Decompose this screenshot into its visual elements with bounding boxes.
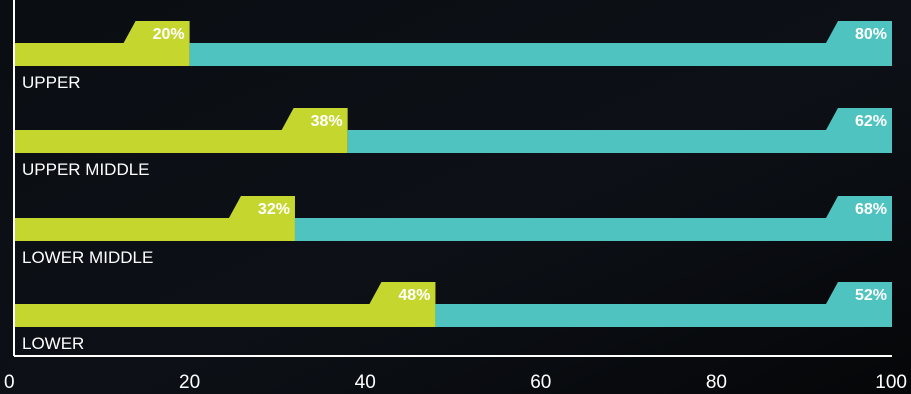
value-label-2-series-1: 68% xyxy=(855,201,887,218)
value-tab-3-series-1 xyxy=(826,282,892,304)
bar-2-series-0 xyxy=(14,218,295,241)
bar-3-series-0 xyxy=(14,304,436,327)
x-tick-label-80: 80 xyxy=(706,372,727,393)
bar-2-series-1 xyxy=(294,218,893,241)
x-axis-ticks: 0 20 40 60 80 100 xyxy=(4,372,907,393)
value-label-2-series-0: 32% xyxy=(258,201,290,218)
value-label-0-series-0: 20% xyxy=(153,26,185,43)
category-label-2: LOWER MIDDLE xyxy=(22,248,153,267)
bar-1-series-1 xyxy=(347,130,892,153)
bar-0-series-0 xyxy=(14,43,190,66)
value-tab-0-series-0 xyxy=(123,21,190,43)
value-label-0-series-1: 80% xyxy=(855,26,887,43)
value-label-1-series-1: 62% xyxy=(855,113,887,130)
bar-1-series-0 xyxy=(14,130,348,153)
x-tick-label-0: 0 xyxy=(4,372,15,393)
value-tab-1-series-1 xyxy=(826,108,892,130)
category-label-0: UPPER xyxy=(22,73,81,92)
value-label-3-series-1: 52% xyxy=(855,287,887,304)
bars-group: 20% 80% UPPER 38% 62% UPPER MIDDLE 32% 68% LOWER… xyxy=(14,21,893,353)
value-label-3-series-0: 48% xyxy=(398,287,430,304)
bar-3-series-1 xyxy=(435,304,892,327)
value-tab-2-series-1 xyxy=(826,196,892,218)
value-tab-3-series-0 xyxy=(369,282,436,304)
x-tick-label-20: 20 xyxy=(179,372,200,393)
value-tab-1-series-0 xyxy=(281,108,348,130)
category-label-3: LOWER xyxy=(22,334,84,353)
value-label-1-series-0: 38% xyxy=(311,113,343,130)
value-tab-0-series-1 xyxy=(826,21,892,43)
value-tab-2-series-0 xyxy=(228,196,295,218)
x-tick-label-60: 60 xyxy=(530,372,551,393)
bar-0-series-1 xyxy=(189,43,893,66)
x-tick-label-100: 100 xyxy=(875,372,907,393)
x-tick-label-40: 40 xyxy=(355,372,376,393)
category-label-1: UPPER MIDDLE xyxy=(22,160,150,179)
